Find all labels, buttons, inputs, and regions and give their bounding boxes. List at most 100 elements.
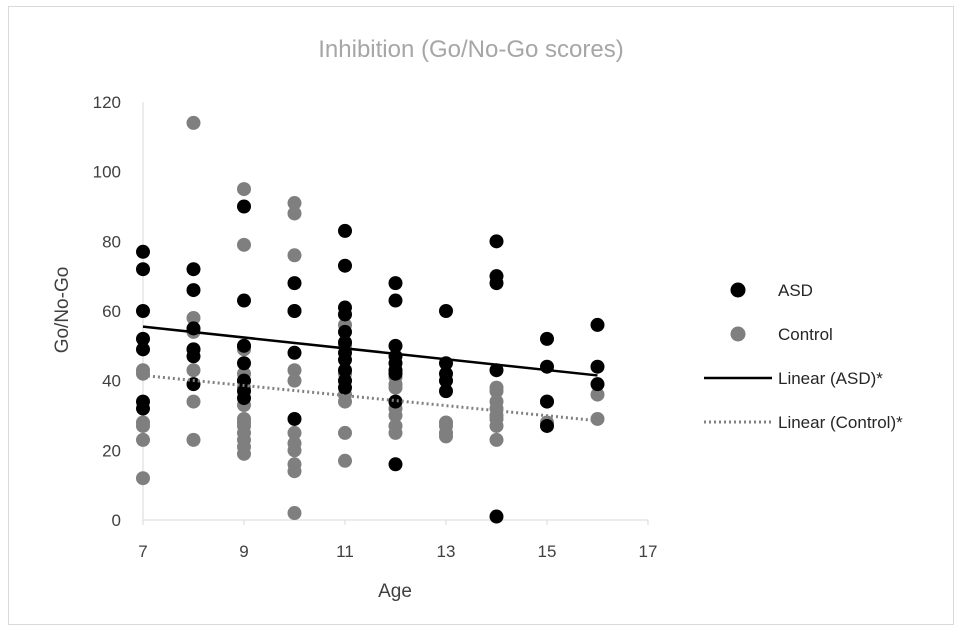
y-tick-label: 80	[102, 232, 121, 251]
point-control	[489, 432, 504, 447]
point-asd	[136, 401, 150, 416]
x-tick-label: 11	[336, 542, 354, 561]
point-asd	[237, 199, 251, 214]
point-control	[237, 182, 251, 197]
x-tick-label: 9	[239, 542, 248, 561]
point-control	[590, 387, 605, 402]
point-control	[287, 206, 302, 221]
point-control	[287, 443, 302, 458]
point-asd	[237, 373, 251, 388]
point-control	[439, 429, 453, 444]
point-asd	[237, 356, 251, 371]
point-control	[287, 425, 302, 440]
point-asd	[136, 262, 150, 277]
point-asd	[287, 345, 302, 360]
point-asd	[590, 317, 605, 332]
y-tick-label: 120	[93, 93, 121, 112]
point-asd	[237, 338, 251, 353]
point-control	[136, 432, 150, 447]
point-asd	[338, 335, 352, 350]
point-asd	[338, 324, 352, 339]
point-asd	[540, 331, 554, 346]
point-asd	[388, 457, 403, 472]
point-control	[186, 432, 201, 447]
point-asd	[388, 394, 403, 409]
chart-frame	[8, 6, 954, 625]
point-control	[338, 394, 352, 409]
x-tick-label: 7	[138, 542, 147, 561]
point-control	[287, 506, 302, 521]
point-asd	[540, 394, 554, 409]
point-control	[186, 394, 201, 409]
series-control	[136, 115, 605, 521]
point-asd	[186, 262, 201, 277]
point-control	[136, 418, 150, 433]
point-control	[186, 115, 201, 130]
point-asd	[489, 363, 504, 378]
point-asd	[237, 293, 251, 308]
point-control	[338, 453, 352, 468]
point-asd	[489, 509, 504, 524]
point-asd	[489, 234, 504, 249]
point-control	[287, 363, 302, 378]
point-asd	[338, 223, 352, 238]
point-control	[590, 411, 605, 426]
point-control	[287, 373, 302, 388]
trendlines	[142, 325, 598, 423]
trendline-asd	[142, 325, 598, 377]
point-asd	[136, 342, 150, 357]
point-asd	[338, 380, 352, 395]
point-control	[136, 366, 150, 381]
y-tick-labels: 0 20 40 60 80 100 120	[93, 93, 121, 530]
y-tick-label: 100	[93, 163, 121, 182]
legend-label-trend: Linear (ASD)*	[778, 369, 883, 388]
point-asd	[338, 307, 352, 322]
point-asd	[287, 304, 302, 318]
point-asd	[287, 411, 302, 426]
point-control	[237, 237, 251, 252]
point-asd	[590, 377, 605, 392]
point-asd	[439, 384, 453, 399]
y-axis-title: Go/No-Go	[52, 267, 73, 354]
y-tick-label: 40	[102, 372, 121, 391]
x-axis-title: Age	[378, 581, 412, 602]
point-control	[186, 310, 201, 325]
point-asd	[237, 391, 251, 406]
point-asd	[338, 258, 352, 273]
point-asd	[590, 359, 605, 374]
point-asd	[338, 352, 352, 367]
point-asd	[186, 283, 201, 298]
point-asd	[287, 276, 302, 291]
y-tick-label: 0	[112, 511, 121, 530]
point-asd	[338, 363, 352, 378]
point-asd	[388, 338, 403, 353]
legend-marker-asd	[730, 282, 746, 298]
point-control	[338, 425, 352, 440]
point-control	[136, 471, 150, 486]
point-asd	[439, 304, 453, 318]
legend: ASD Control Linear (ASD)* Linear (Control)*	[704, 281, 903, 432]
point-asd	[439, 373, 453, 388]
point-asd	[388, 276, 403, 291]
series-asd	[136, 199, 605, 524]
chart-title: Inhibition (Go/No-Go scores)	[318, 36, 623, 63]
point-control	[388, 408, 403, 423]
point-asd	[489, 276, 504, 291]
point-asd	[186, 377, 201, 392]
y-tick-label: 60	[102, 302, 121, 321]
point-asd	[540, 418, 554, 433]
point-asd	[136, 331, 150, 346]
point-asd	[136, 304, 150, 318]
trendline-control	[142, 373, 598, 423]
legend-label-control: Control	[778, 325, 833, 344]
x-tick-label: 13	[437, 542, 456, 561]
point-control	[287, 464, 302, 479]
legend-label-asd: ASD	[778, 281, 813, 300]
point-control	[186, 363, 201, 378]
point-control	[489, 384, 504, 399]
legend-marker-control	[730, 326, 746, 342]
point-control	[388, 380, 403, 395]
data-points	[136, 115, 605, 524]
point-control	[388, 425, 403, 440]
